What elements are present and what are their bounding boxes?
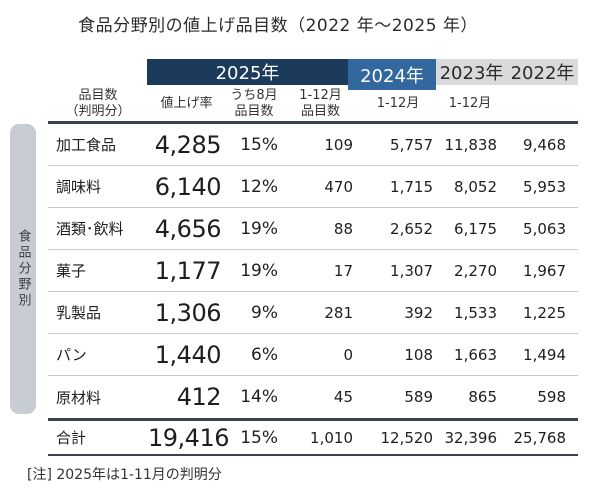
cell-rate: 14% bbox=[240, 387, 278, 407]
row-label: 合計 bbox=[56, 429, 87, 447]
cell-august: 0 bbox=[343, 345, 353, 364]
cell-2023: 6,175 bbox=[454, 219, 497, 238]
year-label-2023: 2023年 bbox=[439, 63, 504, 84]
cell-items: 1,440 bbox=[154, 340, 222, 369]
cell-august: 281 bbox=[324, 303, 353, 322]
cell-2022: 9,468 bbox=[523, 135, 566, 154]
cell-august: 88 bbox=[333, 219, 353, 238]
cell-2022: 1,494 bbox=[523, 345, 566, 364]
cell-august: 470 bbox=[324, 177, 353, 196]
row-label: 酒類･飲料 bbox=[56, 220, 124, 238]
subcolumn-header-row: 品目数 （判明分） 値上げ率 うち8月 品目数 1-12月 品目数 1-12月 … bbox=[48, 87, 578, 120]
table-row-processed-food: 加工食品 4,285 15% 109 5,757 11,838 9,468 bbox=[48, 124, 578, 166]
row-label: 原材料 bbox=[56, 388, 102, 407]
subcolumn-2024-items: 1-12月 品目数 bbox=[299, 88, 342, 119]
cell-2022: 5,953 bbox=[523, 177, 566, 196]
cell-2024: 108 bbox=[404, 345, 433, 364]
cell-items: 6,140 bbox=[154, 172, 222, 201]
cell-items: 19,416 bbox=[148, 423, 229, 452]
footnote: [注] 2025年は1-11月の判明分 bbox=[27, 467, 222, 483]
year-label-2022: 2022年 bbox=[510, 63, 575, 84]
subcolumn-2022-months: 1-12月 bbox=[448, 95, 492, 111]
cell-2024: 2,652 bbox=[390, 219, 433, 238]
cell-items: 4,656 bbox=[154, 214, 222, 243]
cell-2023: 865 bbox=[468, 388, 497, 406]
subcolumn-items-known: 品目数 （判明分） bbox=[65, 88, 131, 119]
cell-rate: 15% bbox=[240, 427, 278, 448]
cell-2022: 598 bbox=[537, 388, 566, 406]
cell-august: 17 bbox=[333, 261, 353, 280]
cell-2022: 5,063 bbox=[523, 219, 566, 238]
category-axis-bar: 食品分野別 bbox=[10, 124, 36, 414]
table-row-dairy: 乳製品 1,306 9% 281 392 1,533 1,225 bbox=[48, 292, 578, 334]
cell-august: 109 bbox=[324, 135, 353, 154]
cell-rate: 6% bbox=[251, 344, 278, 365]
cell-rate: 19% bbox=[240, 218, 278, 239]
cell-2024: 1,715 bbox=[390, 177, 433, 196]
cell-august: 1,010 bbox=[310, 428, 353, 447]
cell-2022: 1,225 bbox=[523, 303, 566, 322]
row-label: 菓子 bbox=[56, 262, 87, 280]
data-table: 加工食品 4,285 15% 109 5,757 11,838 9,468 調味… bbox=[48, 121, 578, 456]
table-row-bread: パン 1,440 6% 0 108 1,663 1,494 bbox=[48, 334, 578, 376]
cell-2023: 1,663 bbox=[454, 345, 497, 364]
cell-rate: 15% bbox=[240, 134, 278, 155]
cell-rate: 12% bbox=[240, 176, 278, 197]
table-row-raw-materials: 原材料 412 14% 45 589 865 598 bbox=[48, 376, 578, 418]
category-axis-label: 食品分野別 bbox=[15, 229, 31, 309]
page-title: 食品分野別の値上げ品目数（2022 年～2025 年） bbox=[78, 16, 478, 36]
row-label: 加工食品 bbox=[56, 136, 117, 154]
row-label: 乳製品 bbox=[56, 304, 102, 322]
year-band-past: 2023年 2022年 bbox=[436, 59, 578, 85]
cell-items: 4,285 bbox=[154, 130, 222, 159]
subcolumn-august-items: うち8月 品目数 bbox=[230, 88, 278, 119]
year-band-2024: 2024年 bbox=[348, 59, 436, 90]
cell-2024: 12,520 bbox=[380, 428, 434, 447]
year-header-row: 2025年 2024年 2023年 2022年 bbox=[147, 59, 578, 90]
table-row-alcohol-beverages: 酒類･飲料 4,656 19% 88 2,652 6,175 5,063 bbox=[48, 208, 578, 250]
year-band-2025: 2025年 bbox=[147, 59, 348, 85]
cell-2023: 11,838 bbox=[444, 135, 498, 154]
cell-rate: 19% bbox=[240, 260, 278, 281]
subcolumn-rate: 値上げ率 bbox=[160, 95, 213, 111]
cell-2022: 25,768 bbox=[513, 428, 567, 447]
cell-2023: 2,270 bbox=[454, 261, 497, 280]
cell-items: 1,177 bbox=[154, 256, 222, 285]
cell-rate: 9% bbox=[251, 302, 278, 323]
row-label: パン bbox=[56, 346, 87, 364]
cell-2024: 589 bbox=[404, 388, 433, 406]
table-row-total: 合計 19,416 15% 1,010 12,520 32,396 25,768 bbox=[48, 418, 578, 456]
cell-2023: 32,396 bbox=[444, 428, 498, 447]
cell-2023: 1,533 bbox=[454, 303, 497, 322]
cell-items: 412 bbox=[176, 383, 222, 411]
cell-items: 1,306 bbox=[154, 298, 222, 327]
cell-2024: 1,307 bbox=[390, 261, 433, 280]
subcolumn-2023-months: 1-12月 bbox=[376, 95, 420, 111]
cell-2022: 1,967 bbox=[523, 261, 566, 280]
table-row-seasoning: 調味料 6,140 12% 470 1,715 8,052 5,953 bbox=[48, 166, 578, 208]
cell-2024: 5,757 bbox=[390, 135, 433, 154]
table-row-sweets: 菓子 1,177 19% 17 1,307 2,270 1,967 bbox=[48, 250, 578, 292]
cell-august: 45 bbox=[333, 388, 353, 406]
cell-2023: 8,052 bbox=[454, 177, 497, 196]
cell-2024: 392 bbox=[404, 303, 433, 322]
row-label: 調味料 bbox=[56, 178, 102, 196]
